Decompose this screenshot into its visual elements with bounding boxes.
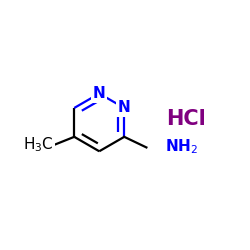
Text: HCl: HCl — [166, 108, 206, 128]
Text: N: N — [93, 86, 106, 101]
Text: N: N — [118, 100, 131, 116]
Text: H$_3$C: H$_3$C — [23, 135, 54, 154]
Text: NH$_2$: NH$_2$ — [165, 137, 198, 156]
